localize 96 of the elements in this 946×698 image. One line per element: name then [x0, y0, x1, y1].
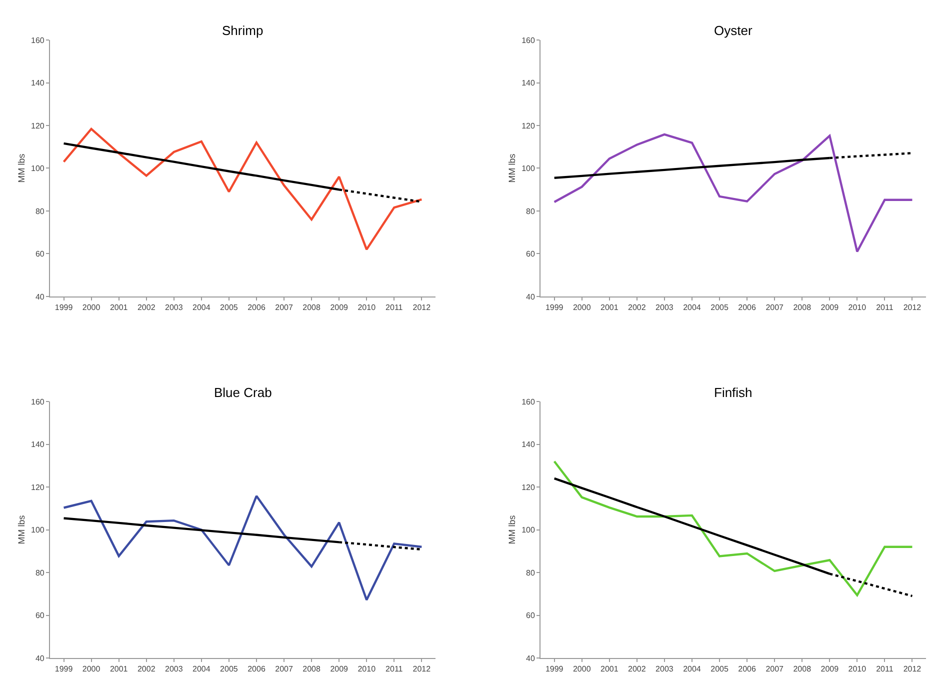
line-series: [62, 494, 423, 601]
y-tick-label: 100: [31, 526, 45, 535]
x-tick-label: 2011: [876, 664, 894, 674]
x-tick-label: 2010: [358, 303, 376, 312]
y-tick-label: 80: [526, 206, 536, 216]
x-tick-label: 2003: [164, 664, 184, 674]
y-tick-label: 100: [522, 526, 536, 535]
y-tick-label: 100: [522, 164, 536, 174]
x-tick-label: 2004: [192, 664, 211, 674]
x-tick-label: 2010: [848, 303, 867, 312]
x-tick-label: 2004: [683, 303, 702, 312]
x-tick-label: 2005: [710, 664, 729, 674]
line-series: [553, 133, 914, 253]
y-tick-label: 160: [31, 397, 45, 406]
y-tick-label: 160: [522, 36, 536, 45]
y-tick-label: 40: [35, 292, 45, 302]
x-tick-label: 2003: [164, 303, 184, 312]
x-tick-label: 2001: [110, 664, 128, 674]
x-tick-label: 2010: [848, 664, 867, 674]
y-tick-label: 60: [526, 611, 536, 620]
x-tick-label: 2007: [766, 303, 784, 312]
x-tick-label: 2007: [275, 664, 294, 674]
x-tick-label: 2000: [82, 303, 101, 312]
chart-title: Oyster: [714, 23, 753, 38]
x-tick-label: 2002: [137, 664, 156, 674]
x-tick-label: 2008: [302, 664, 321, 674]
y-tick-label: 40: [526, 292, 536, 302]
x-tick-label: 2007: [275, 303, 294, 312]
line-series: [62, 128, 423, 251]
y-tick-label: 120: [522, 482, 536, 492]
x-tick-label: 2006: [738, 303, 756, 312]
x-tick-label: 2001: [110, 303, 128, 312]
x-tick-label: 2005: [220, 303, 238, 312]
x-tick-label: 1999: [545, 303, 564, 312]
y-tick-label: 60: [35, 611, 45, 620]
x-tick-label: 2000: [572, 664, 592, 674]
y-tick-label: 100: [31, 164, 45, 174]
y-tick-label: 60: [35, 250, 45, 259]
x-tick-label: 2000: [572, 303, 592, 312]
x-tick-label: 2000: [82, 664, 101, 674]
y-tick-label: 140: [31, 78, 45, 88]
y-tick-label: 40: [526, 654, 536, 663]
x-tick-label: 2005: [220, 664, 238, 674]
x-tick-label: 2003: [656, 303, 674, 312]
x-tick-label: 2003: [656, 664, 674, 674]
x-tick-label: 2008: [793, 303, 812, 312]
y-axis-title: MM lbs: [16, 514, 26, 544]
y-tick-label: 120: [522, 121, 536, 130]
x-tick-label: 2001: [600, 303, 619, 312]
y-tick-label: 60: [526, 250, 536, 259]
chart-title: Blue Crab: [214, 385, 272, 400]
x-tick-label: 2006: [248, 303, 266, 312]
y-axis-title: MM lbs: [506, 514, 517, 544]
x-tick-label: 2009: [820, 664, 840, 674]
y-tick-label: 140: [522, 440, 536, 450]
x-tick-label: 2004: [192, 303, 211, 312]
x-tick-label: 2008: [302, 303, 321, 312]
x-tick-label: 2002: [628, 303, 646, 312]
y-tick-label: 140: [522, 78, 536, 88]
x-tick-label: 1999: [54, 303, 74, 312]
line-series: [553, 460, 914, 596]
x-tick-label: 2012: [412, 303, 432, 312]
y-tick-label: 40: [35, 654, 45, 663]
y-tick-label: 80: [526, 568, 536, 578]
x-tick-label: 2012: [412, 664, 432, 674]
chart-title: Finfish: [714, 385, 752, 400]
chart-title: Shrimp: [222, 23, 264, 38]
x-tick-label: 2011: [386, 303, 404, 312]
y-tick-label: 160: [522, 397, 536, 406]
y-tick-label: 80: [35, 206, 45, 216]
x-tick-label: 2007: [766, 664, 784, 674]
x-tick-label: 2005: [710, 303, 729, 312]
y-tick-label: 80: [35, 568, 45, 578]
y-tick-label: 160: [31, 36, 45, 45]
x-tick-label: 2002: [137, 303, 156, 312]
x-tick-label: 2006: [248, 664, 266, 674]
x-tick-label: 2012: [903, 303, 922, 312]
y-tick-label: 120: [31, 482, 45, 492]
x-tick-label: 1999: [54, 664, 74, 674]
x-tick-label: 2009: [330, 664, 349, 674]
x-tick-label: 2002: [628, 664, 646, 674]
x-tick-label: 2004: [683, 664, 702, 674]
x-tick-label: 2008: [793, 664, 812, 674]
y-axis-title: MM lbs: [506, 153, 517, 183]
x-tick-label: 2009: [330, 303, 349, 312]
x-tick-label: 2012: [903, 664, 922, 674]
x-tick-label: 2011: [876, 303, 894, 312]
x-tick-label: 2001: [600, 664, 619, 674]
x-tick-label: 2006: [738, 664, 756, 674]
x-tick-label: 2011: [386, 664, 404, 674]
y-axis-title: MM lbs: [16, 153, 26, 183]
y-tick-label: 120: [31, 121, 45, 130]
y-tick-label: 140: [31, 440, 45, 450]
x-tick-label: 1999: [545, 664, 564, 674]
x-tick-label: 2010: [358, 664, 376, 674]
x-tick-label: 2009: [820, 303, 840, 312]
